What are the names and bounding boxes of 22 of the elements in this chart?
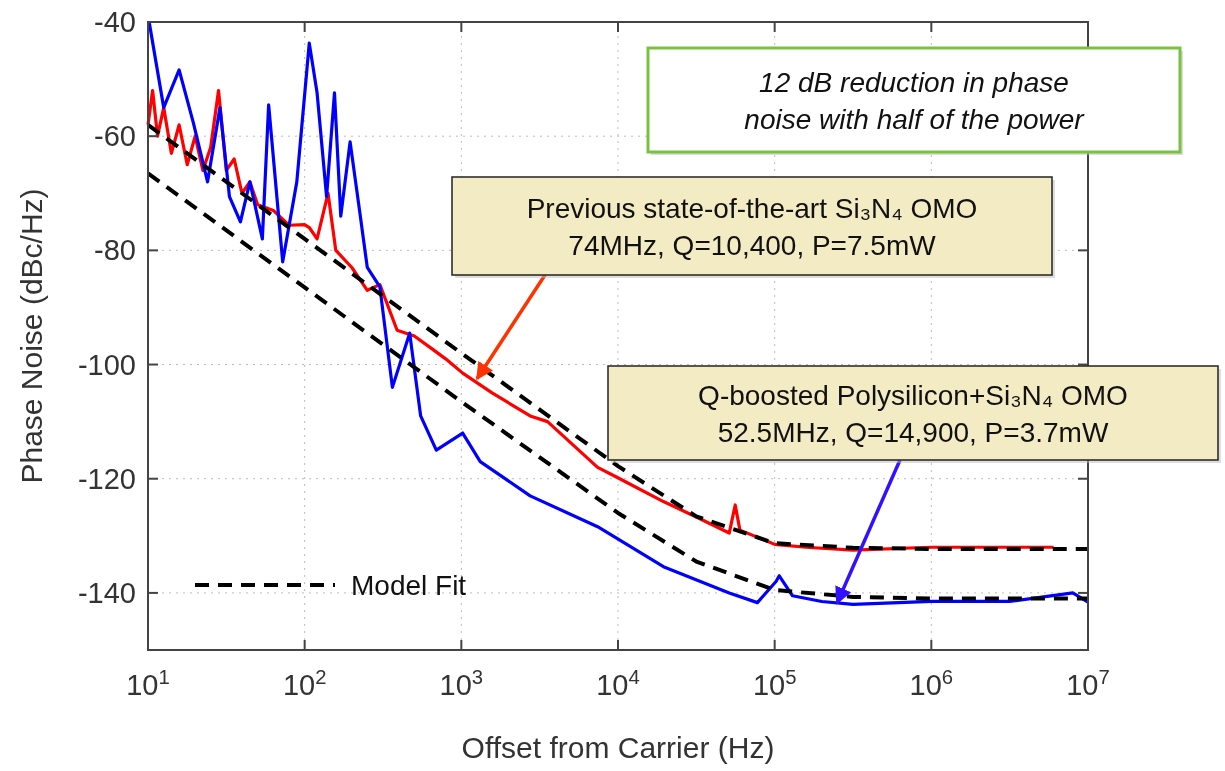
x-tick-label: 10$^{2}$ [282, 666, 327, 701]
annotation: Previous state-of-the-art Si₃N₄ OMO 74MHz, Q=10,400, P=7.5mW [526, 193, 978, 261]
y-tick-label: -80 [94, 234, 136, 267]
annotation: 12 dB reduction in phase noise with half of the power [744, 67, 1086, 135]
text-box: Previous state-of-the-art Si₃N₄ OMO 74MHz, Q=10,400, P=7.5mW [451, 176, 1055, 278]
x-tick-label: 10$^{6}$ [909, 666, 954, 701]
y-axis-title: Phase Noise (dBc/Hz) [15, 188, 48, 484]
x-tick-label: 10$^{5}$ [752, 666, 797, 701]
legend-label: Model Fit [351, 570, 467, 601]
y-tick-label: -120 [77, 462, 136, 495]
y-tick-label: -140 [77, 576, 136, 609]
y-tick-label: -60 [94, 120, 136, 153]
y-tick-label: -40 [94, 6, 136, 38]
text-box: 12 dB reduction in phase noise with half of the power [646, 46, 1183, 155]
x-tick-label: 10$^{7}$ [1066, 666, 1110, 701]
annotation: Q-boosted Polysilicon+Si₃N₄ OMO 52.5MHz, Q=14,900, P=3.7mW [698, 380, 1128, 448]
x-tick-label: 10$^{4}$ [596, 666, 640, 701]
x-tick-label: 10$^{1}$ [126, 666, 170, 701]
y-tick-label: -100 [77, 348, 136, 381]
x-axis-title: Offset from Carrier (Hz) [461, 731, 775, 764]
x-tick-label: 10$^{3}$ [439, 666, 484, 701]
text-box: Q-boosted Polysilicon+Si₃N₄ OMO 52.5MHz, Q=14,900, P=3.7mW [607, 365, 1221, 463]
